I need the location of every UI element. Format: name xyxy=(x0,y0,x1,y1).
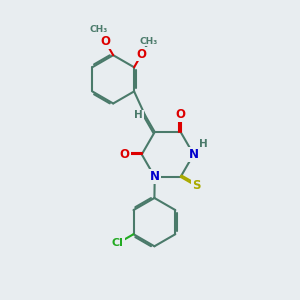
Text: O: O xyxy=(100,35,110,48)
Text: O: O xyxy=(137,47,147,61)
Text: N: N xyxy=(189,148,199,161)
Text: N: N xyxy=(150,170,160,183)
Text: S: S xyxy=(192,179,200,192)
Text: CH₃: CH₃ xyxy=(140,37,158,46)
Text: O: O xyxy=(176,108,186,122)
Text: H: H xyxy=(134,110,143,120)
Text: Cl: Cl xyxy=(112,238,124,248)
Text: CH₃: CH₃ xyxy=(89,25,107,34)
Text: H: H xyxy=(199,140,208,149)
Text: O: O xyxy=(120,148,130,161)
